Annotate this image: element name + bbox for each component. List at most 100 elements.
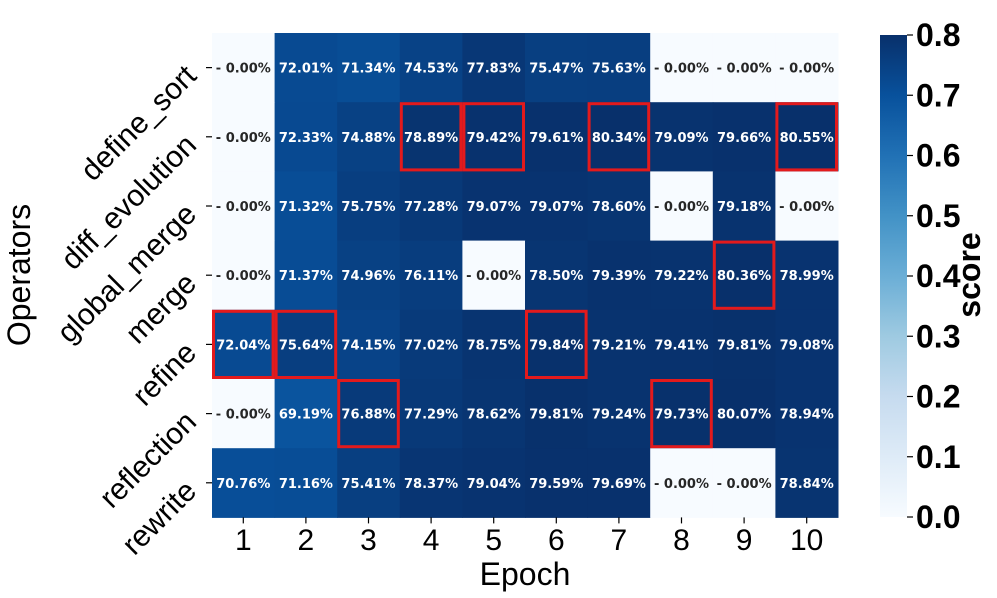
cell-value-label: 79.24% [592,408,646,423]
cell-value-label: 70.76% [216,477,270,492]
colorbar-label: score [951,232,987,317]
cell-value-label: 80.55% [780,131,834,146]
cell-value-label: 80.36% [717,269,771,284]
cell-value-label: 77.29% [404,408,458,423]
heatmap-cell [212,171,276,242]
colorbar-tick-label: 0.8 [916,17,960,53]
cell-value-label: 79.07% [467,200,521,215]
heatmap-cell [775,102,839,172]
heatmap-cell [712,240,776,311]
heatmap-cell [337,102,401,172]
heatmap-cell [525,240,589,311]
cell-value-label: 79.41% [654,338,708,353]
cell-value-label: 79.81% [529,408,583,423]
highlight-box [274,309,338,379]
x-tick-label: 1 [235,524,252,557]
cell-value-label: 74.88% [341,131,395,146]
heatmap-cell [587,102,651,172]
x-tick-label: 3 [360,524,377,557]
heatmap-cell [650,240,714,311]
x-tick-label: 5 [485,524,502,557]
y-tick-labels: define_sortdiff_evolutionglobal_mergemer… [51,59,212,561]
colorbar-tick-label: 0.6 [916,138,960,174]
cell-value-label: 79.69% [592,477,646,492]
heatmap-cell [274,309,338,380]
x-tick-label: 2 [298,524,315,557]
heatmap-cell [274,379,338,449]
cell-value-label: 76.11% [404,269,458,284]
cell-value-label: 78.62% [467,408,521,423]
cell-value-label: 71.16% [279,477,333,492]
cell-value-label: 79.07% [529,200,583,215]
highlight-box [525,309,588,379]
cell-value-label: 74.96% [341,269,395,284]
heatmap-cell [462,309,526,380]
heatmap-cell [399,240,463,311]
cell-value-label: 79.42% [467,131,521,146]
cell-value-label: 72.33% [279,131,333,146]
heatmap-cell [337,379,401,449]
heatmap-cell [212,33,276,103]
heatmap-cell [525,33,589,103]
cell-value-label: 79.59% [529,477,583,492]
cell-value-label: 75.64% [279,338,333,353]
cell-value-label: 76.88% [341,408,395,423]
heatmap-cell [587,33,651,103]
cell-value-label: 69.19% [279,408,333,423]
heatmap-cell [399,102,463,172]
cell-value-label: 75.75% [341,200,395,215]
cell-value-label: - 0.00% [216,269,271,284]
highlight-boxes [212,102,839,449]
cell-value-label: - 0.00% [717,62,772,77]
cell-value-label: 77.02% [404,338,458,353]
heatmap-cell [650,33,714,103]
x-tick-label: 6 [548,524,565,557]
heatmap-cell [587,240,651,311]
cell-value-label: 79.61% [529,131,583,146]
colorbar-tick-label: 0.3 [916,318,960,354]
heatmap-cell [775,33,839,103]
cell-value-label: 75.47% [529,62,583,77]
cell-value-label: 71.32% [279,200,333,215]
cell-value-label: - 0.00% [216,408,271,423]
heatmap-cell [775,379,839,449]
cell-value-label: - 0.00% [654,477,709,492]
heatmap-cell [212,309,276,380]
cell-value-label: 77.83% [467,62,521,77]
heatmap-cell [337,240,401,311]
heatmap-cell [212,102,276,172]
heatmap-cell [399,171,463,242]
heatmap-cell [399,379,463,449]
heatmap-cell [274,448,338,518]
heatmap-cell [337,33,401,103]
colorbar-tick-label: 0.7 [916,77,960,113]
colorbar-ticks: 0.0 0.1 0.2 0.3 0.4 0.5 0.6 0.7 0.8 [907,17,961,535]
highlight-box [399,102,463,172]
heatmap-cell [399,309,463,380]
heatmap-cell [650,309,714,380]
heatmap-cell [525,379,589,449]
heatmap-cell [274,171,338,242]
heatmap-cell [212,448,276,518]
cell-value-label: 79.18% [717,200,771,215]
heatmap-cell [462,240,526,311]
heatmap-cell [712,102,776,172]
heatmap-cell [775,171,839,242]
cell-value-label: 78.89% [404,131,458,146]
heatmap-cell [399,33,463,103]
heatmap-cell [212,379,276,449]
highlight-box [337,379,400,449]
colorbar-tick-label: 0.0 [916,499,960,535]
cell-value-label: 78.75% [467,338,521,353]
x-tick-label: 10 [790,524,823,557]
heatmap-cell [337,448,401,518]
cell-value-label: 78.50% [529,269,583,284]
heatmap-cell [337,309,401,380]
heatmap-cell [462,448,526,518]
x-tick-label: 8 [673,524,690,557]
heatmap-cell [337,171,401,242]
heatmap-cell [712,448,776,518]
x-tick-label: 7 [611,524,628,557]
highlight-box [462,102,525,172]
